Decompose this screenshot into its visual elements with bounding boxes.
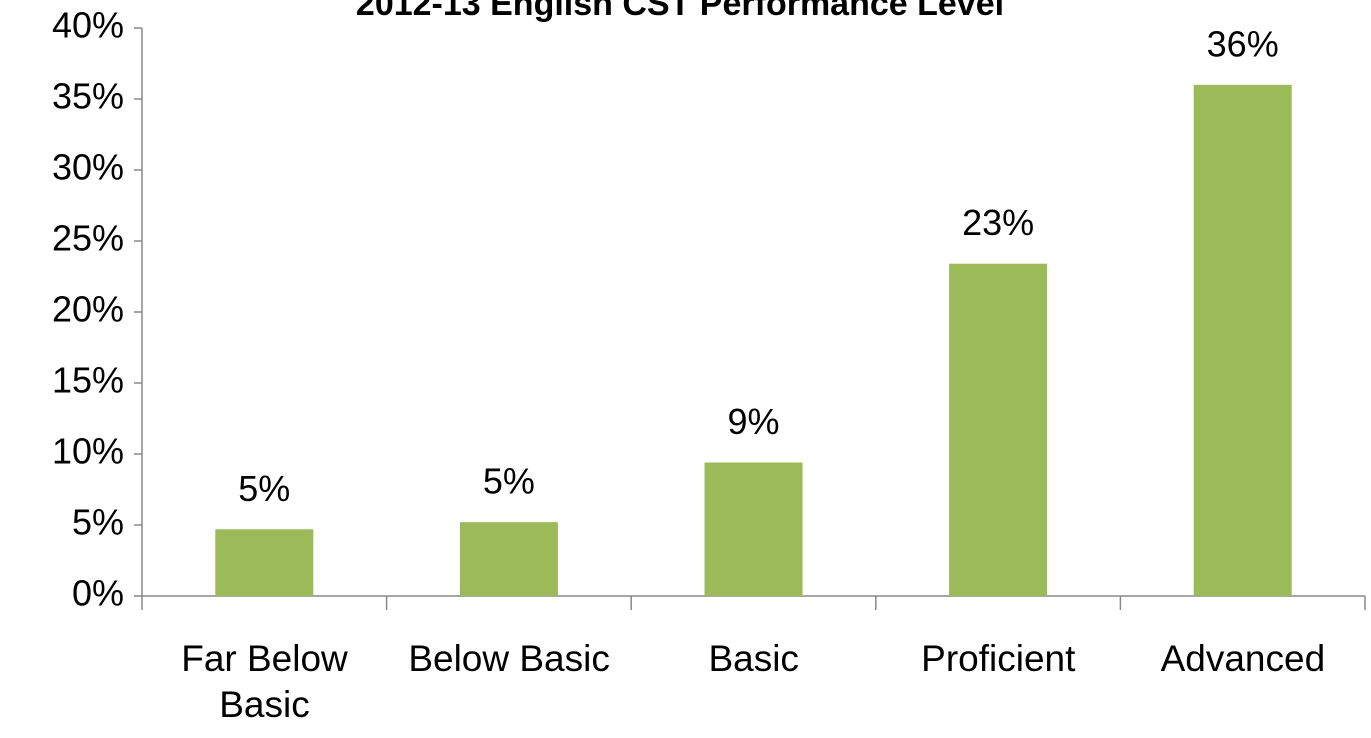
x-tick-label: Proficient bbox=[921, 638, 1076, 679]
data-label: 23% bbox=[962, 202, 1034, 243]
y-tick-label: 30% bbox=[52, 147, 124, 188]
bar bbox=[1193, 84, 1292, 597]
x-tick-label: Below Basic bbox=[408, 638, 610, 679]
bar bbox=[949, 263, 1048, 596]
y-tick-label: 0% bbox=[72, 573, 124, 614]
x-tick-label: Far Below Basic bbox=[181, 638, 348, 725]
bar bbox=[215, 529, 314, 596]
data-label: 9% bbox=[727, 401, 779, 442]
y-tick-label: 40% bbox=[52, 5, 124, 46]
bar bbox=[459, 522, 558, 596]
bar bbox=[704, 462, 803, 596]
y-tick-label: 35% bbox=[52, 76, 124, 117]
x-tick-label: Basic bbox=[708, 638, 799, 679]
y-tick-label: 25% bbox=[52, 218, 124, 259]
y-tick-label: 10% bbox=[52, 431, 124, 472]
data-label: 5% bbox=[238, 468, 290, 509]
data-label: 5% bbox=[483, 461, 535, 502]
y-tick-label: 20% bbox=[52, 289, 124, 330]
y-tick-label: 5% bbox=[72, 502, 124, 543]
x-tick-label: Advanced bbox=[1160, 638, 1326, 679]
data-label: 36% bbox=[1207, 23, 1279, 64]
y-tick-label: 15% bbox=[52, 360, 124, 401]
chart-title: 2012-13 English CST Performance Level bbox=[356, 0, 1004, 23]
